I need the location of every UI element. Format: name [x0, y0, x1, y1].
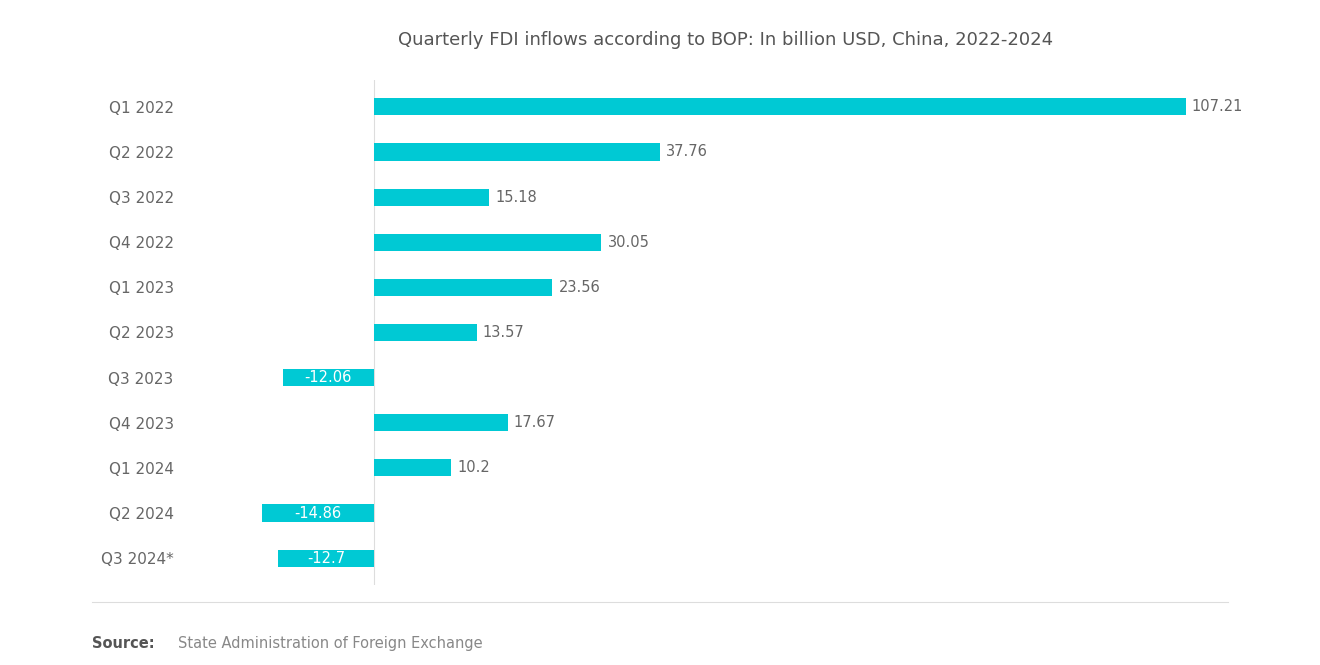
Bar — [374, 98, 1185, 116]
Bar — [374, 460, 451, 476]
Bar — [282, 369, 374, 386]
Bar — [374, 233, 602, 251]
Text: 10.2: 10.2 — [457, 460, 490, 475]
Text: 37.76: 37.76 — [665, 144, 708, 160]
Text: 13.57: 13.57 — [483, 325, 524, 340]
Text: 15.18: 15.18 — [495, 190, 537, 205]
Title: Quarterly FDI inflows according to BOP: In billion USD, China, 2022-2024: Quarterly FDI inflows according to BOP: … — [399, 31, 1053, 49]
Text: -12.7: -12.7 — [308, 551, 345, 566]
Bar — [374, 189, 488, 205]
Text: 17.67: 17.67 — [513, 415, 556, 430]
Bar — [374, 414, 508, 432]
Bar — [374, 144, 660, 160]
Text: 23.56: 23.56 — [558, 280, 601, 295]
Bar — [279, 549, 374, 567]
Text: -14.86: -14.86 — [294, 505, 342, 521]
Text: 107.21: 107.21 — [1192, 99, 1243, 114]
Bar — [374, 324, 477, 341]
Text: 30.05: 30.05 — [607, 235, 649, 250]
Text: Source:: Source: — [92, 636, 154, 652]
Bar — [374, 279, 552, 296]
Text: -12.06: -12.06 — [305, 370, 352, 385]
Bar — [261, 505, 374, 521]
Text: State Administration of Foreign Exchange: State Administration of Foreign Exchange — [178, 636, 483, 652]
